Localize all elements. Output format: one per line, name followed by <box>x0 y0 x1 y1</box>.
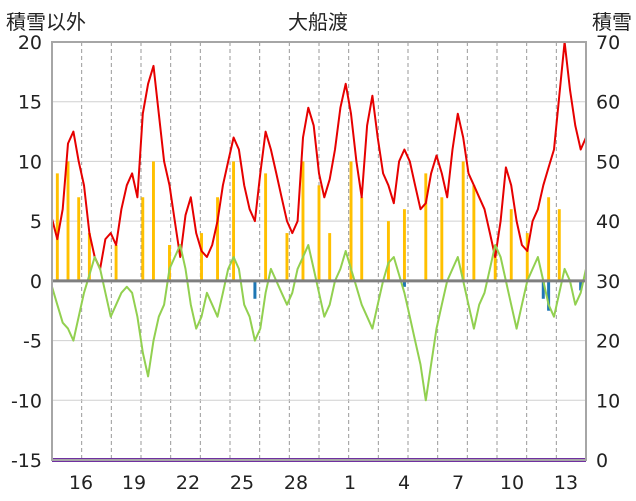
left-tick-label: 0 <box>30 271 42 293</box>
snow-bar <box>152 161 155 281</box>
right-tick-label: 70 <box>596 32 620 54</box>
snow-bar <box>55 173 59 281</box>
snow-bar <box>424 173 428 281</box>
left-tick-label: -5 <box>23 331 42 353</box>
left-tick-label: -15 <box>11 450 42 472</box>
x-tick-label: 22 <box>176 472 200 494</box>
snow-bar <box>349 161 353 281</box>
chart-title: 大船渡 <box>288 10 348 34</box>
right-tick-label: 40 <box>596 211 620 233</box>
x-tick-label: 4 <box>398 472 410 494</box>
negative-bar <box>541 280 545 299</box>
snow-bar <box>232 161 236 281</box>
snow-bar <box>461 161 465 281</box>
snow-bar <box>114 245 118 281</box>
snow-bar <box>493 245 497 281</box>
snow-bar <box>200 233 203 281</box>
x-tick-label: 10 <box>500 472 524 494</box>
negative-bar <box>402 280 406 287</box>
left-tick-label: 20 <box>18 32 42 54</box>
snow-bar <box>285 233 289 281</box>
snow-bar <box>66 161 70 281</box>
snow-bar <box>509 209 513 281</box>
snow-bar <box>301 161 305 281</box>
right-tick-label: 60 <box>596 92 620 114</box>
left-tick-label: 10 <box>18 151 42 173</box>
x-tick-label: 1 <box>344 472 356 494</box>
snow-bar <box>440 197 444 281</box>
right-tick-label: 0 <box>596 450 608 472</box>
right-tick-label: 30 <box>596 271 620 293</box>
snow-bar <box>264 173 268 281</box>
snow-bar <box>168 245 171 281</box>
right-axis-title: 積雪 <box>592 10 632 34</box>
snow-bar <box>141 197 145 281</box>
right-tick-label: 10 <box>596 390 620 412</box>
snow-bar <box>360 197 364 281</box>
x-tick-label: 28 <box>284 472 308 494</box>
plot-frame <box>51 41 587 461</box>
red-series-line <box>51 41 587 270</box>
snow-bar <box>472 185 476 281</box>
snow-bar <box>525 233 529 281</box>
negative-bar <box>547 280 551 311</box>
snow-bar <box>317 185 321 281</box>
x-tick-label: 25 <box>230 472 254 494</box>
snow-bar <box>77 197 81 281</box>
left-tick-label: 15 <box>18 92 42 114</box>
right-tick-label: 50 <box>596 151 620 173</box>
snow-bar <box>328 233 332 281</box>
snow-bar <box>386 221 390 281</box>
left-tick-label: 5 <box>30 211 42 233</box>
x-tick-label: 13 <box>554 472 578 494</box>
snow-bar <box>547 197 551 281</box>
x-tick-label: 16 <box>69 472 93 494</box>
left-axis-title: 積雪以外 <box>6 10 86 34</box>
x-tick-label: 7 <box>452 472 464 494</box>
green-series-line <box>51 244 587 402</box>
snow-bar <box>87 233 91 281</box>
snow-bar <box>557 209 561 281</box>
left-tick-label: -10 <box>11 390 42 412</box>
snow-bar <box>216 197 219 281</box>
right-tick-label: 20 <box>596 331 620 353</box>
snow-bar <box>402 209 406 281</box>
x-tick-label: 19 <box>122 472 146 494</box>
negative-bar <box>253 280 257 299</box>
negative-bar <box>579 280 583 291</box>
